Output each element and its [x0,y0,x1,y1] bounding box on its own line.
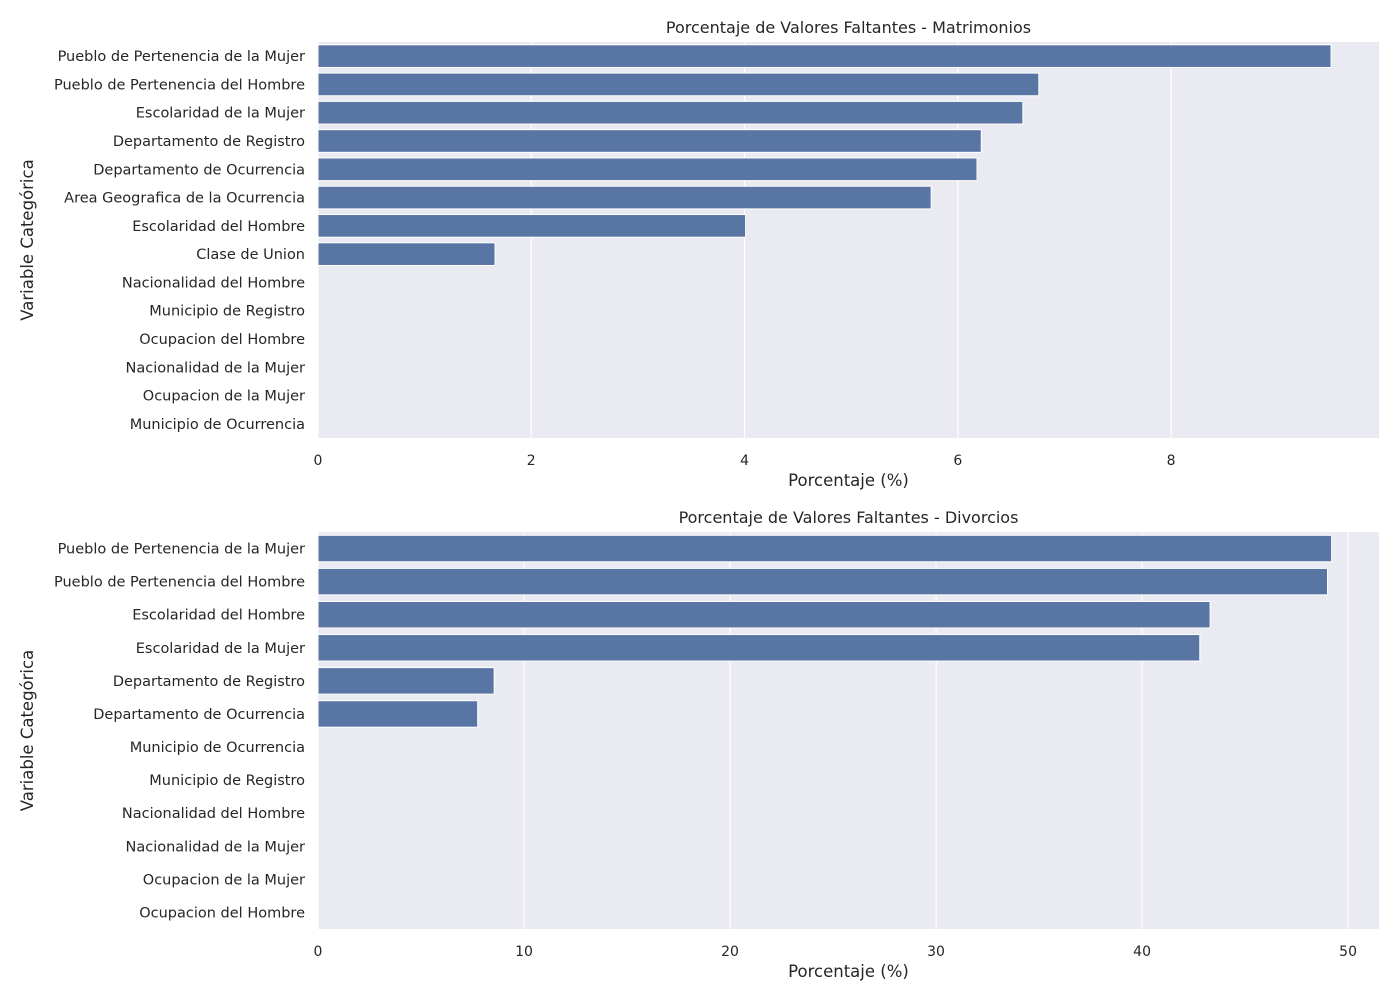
bar [317,44,1332,68]
bar [317,214,747,238]
category-label: Pueblo de Pertenencia del Hombre [54,575,305,591]
category-label: Pueblo de Pertenencia de la Mujer [58,542,305,558]
category-label: Departamento de Registro [113,134,305,150]
x-tick-label: 8 [1167,453,1176,469]
category-label: Departamento de Ocurrencia [93,707,305,723]
x-tick-label: 50 [1339,944,1357,960]
chart-panel-divorcios: Pueblo de Pertenencia de la Mujer Pueblo … [18,508,1379,981]
y-axis-label: Variable Categórica [18,650,37,811]
category-label: Escolaridad del Hombre [132,608,305,624]
category-label: Nacionalidad del Hombre [122,275,305,291]
bars [317,534,1333,728]
category-label: Nacionalidad del Hombre [122,806,305,822]
x-tick-label: 6 [953,453,962,469]
category-label: Escolaridad de la Mujer [136,106,305,122]
category-label: Ocupacion del Hombre [139,905,305,921]
bar [317,129,982,153]
category-label: Pueblo de Pertenencia de la Mujer [58,49,305,65]
x-axis-label: Porcentaje (%) [788,962,909,981]
bar [317,600,1211,629]
x-tick-labels: 0 2 4 6 8 [314,453,1176,469]
category-labels: Pueblo de Pertenencia de la Mujer Pueblo … [54,542,305,922]
x-tick-label: 0 [314,453,323,469]
category-label: Departamento de Registro [113,674,305,690]
category-label: Nacionalidad de la Mujer [125,839,305,855]
chart-title: Porcentaje de Valores Faltantes - Divorc… [679,508,1019,527]
category-label: Clase de Union [196,247,305,263]
category-label: Municipio de Registro [149,773,305,789]
category-label: Ocupacion de la Mujer [143,872,305,888]
grid-lines [317,532,1349,929]
category-label: Municipio de Ocurrencia [130,417,305,433]
chart-title: Porcentaje de Valores Faltantes - Matrim… [666,18,1031,37]
category-labels: Pueblo de Pertenencia de la Mujer Pueblo … [54,49,305,433]
category-label: Ocupacion de la Mujer [143,389,305,405]
x-tick-label: 2 [527,453,536,469]
bar [317,185,932,210]
x-tick-label: 20 [721,944,739,960]
x-tick-label: 10 [515,944,533,960]
category-label: Ocupacion del Hombre [139,332,305,348]
bar [317,72,1040,97]
bar [317,667,495,695]
category-label: Escolaridad del Hombre [132,219,305,235]
x-tick-label: 40 [1133,944,1151,960]
category-label: Departamento de Ocurrencia [93,162,305,178]
bar [317,634,1201,662]
x-tick-label: 0 [314,944,323,960]
bars [317,44,1332,266]
category-label: Municipio de Registro [149,304,305,320]
bar [317,567,1328,596]
category-label: Nacionalidad de la Mujer [125,360,305,376]
bar [317,700,479,728]
bar [317,157,978,182]
chart-panel-matrimonios: Pueblo de Pertenencia de la Mujer Pueblo … [18,18,1379,490]
bar [317,242,496,266]
plot-area [318,532,1379,929]
category-label: Escolaridad de la Mujer [136,641,305,657]
category-label: Area Geografica de la Ocurrencia [64,191,305,207]
x-tick-label: 4 [740,453,749,469]
x-tick-labels: 0 10 20 30 40 50 [314,944,1357,960]
category-label: Pueblo de Pertenencia del Hombre [54,77,305,93]
category-label: Municipio de Ocurrencia [130,740,305,756]
x-axis-label: Porcentaje (%) [788,471,909,490]
bar [317,100,1024,125]
bar [317,534,1333,563]
x-tick-label: 30 [927,944,945,960]
y-axis-label: Variable Categórica [18,159,37,320]
